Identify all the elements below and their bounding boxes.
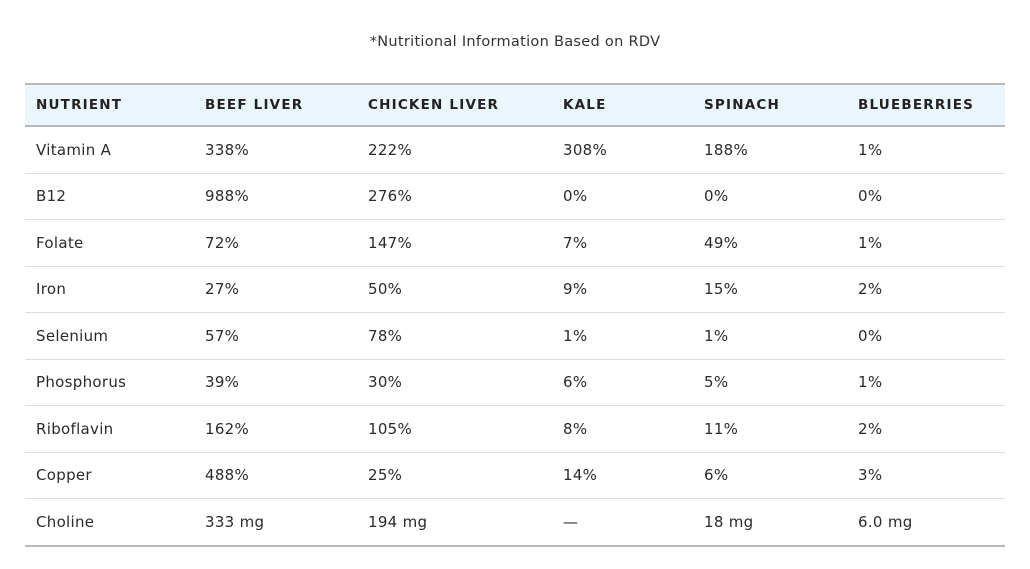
- cell-blueberries: 2%: [847, 405, 1005, 453]
- header-spinach: SPINACH: [693, 83, 847, 127]
- cell-blueberries: 1%: [847, 126, 1005, 174]
- cell-blueberries: 1%: [847, 359, 1005, 406]
- cell-beef-liver: 39%: [194, 359, 357, 406]
- header-nutrient: NUTRIENT: [25, 83, 194, 127]
- cell-blueberries: 3%: [847, 452, 1005, 499]
- cell-beef-liver: 162%: [194, 405, 357, 453]
- cell-beef-liver: 57%: [194, 312, 357, 360]
- cell-beef-liver: 988%: [194, 173, 357, 220]
- cell-spinach: 49%: [693, 219, 847, 267]
- cell-chicken-liver: 30%: [357, 359, 552, 406]
- nutrition-table-container: NUTRIENT BEEF LIVER CHICKEN LIVER KALE S…: [25, 83, 1005, 547]
- cell-chicken-liver: 222%: [357, 126, 552, 174]
- cell-spinach: 5%: [693, 359, 847, 406]
- cell-kale: 14%: [552, 452, 693, 499]
- table-row: B12 988% 276% 0% 0% 0%: [25, 173, 1005, 220]
- cell-beef-liver: 333 mg: [194, 498, 357, 547]
- cell-beef-liver: 27%: [194, 266, 357, 313]
- table-row: Copper 488% 25% 14% 6% 3%: [25, 452, 1005, 499]
- cell-chicken-liver: 147%: [357, 219, 552, 267]
- table-row: Riboflavin 162% 105% 8% 11% 2%: [25, 405, 1005, 453]
- cell-nutrient: Iron: [25, 266, 194, 313]
- cell-kale: —: [552, 498, 693, 547]
- cell-kale: 8%: [552, 405, 693, 453]
- cell-blueberries: 0%: [847, 173, 1005, 220]
- cell-blueberries: 1%: [847, 219, 1005, 267]
- cell-chicken-liver: 78%: [357, 312, 552, 360]
- cell-spinach: 1%: [693, 312, 847, 360]
- cell-spinach: 18 mg: [693, 498, 847, 547]
- table-caption: *Nutritional Information Based on RDV: [369, 34, 661, 50]
- cell-spinach: 188%: [693, 126, 847, 174]
- cell-kale: 308%: [552, 126, 693, 174]
- cell-chicken-liver: 25%: [357, 452, 552, 499]
- header-row: NUTRIENT BEEF LIVER CHICKEN LIVER KALE S…: [25, 83, 1005, 127]
- cell-nutrient: Riboflavin: [25, 405, 194, 453]
- table-row: Vitamin A 338% 222% 308% 188% 1%: [25, 126, 1005, 174]
- cell-blueberries: 0%: [847, 312, 1005, 360]
- cell-kale: 6%: [552, 359, 693, 406]
- header-chicken-liver: CHICKEN LIVER: [357, 83, 552, 127]
- cell-spinach: 6%: [693, 452, 847, 499]
- cell-nutrient: Vitamin A: [25, 126, 194, 174]
- table-body: Vitamin A 338% 222% 308% 188% 1% B12 988% 276% 0%…: [25, 126, 1005, 547]
- cell-kale: 0%: [552, 173, 693, 220]
- cell-beef-liver: 488%: [194, 452, 357, 499]
- cell-beef-liver: 72%: [194, 219, 357, 267]
- cell-spinach: 15%: [693, 266, 847, 313]
- table-header: NUTRIENT BEEF LIVER CHICKEN LIVER KALE S…: [25, 83, 1005, 127]
- table-row: Choline 333 mg 194 mg —18 mg 6.0 mg: [25, 498, 1005, 547]
- cell-nutrient: Phosphorus: [25, 359, 194, 406]
- table-row: Iron 27% 50% 9% 15% 2%: [25, 266, 1005, 313]
- cell-chicken-liver: 276%: [357, 173, 552, 220]
- table-row: Selenium 57% 78% 1% 1% 0%: [25, 312, 1005, 360]
- cell-spinach: 11%: [693, 405, 847, 453]
- cell-kale: 9%: [552, 266, 693, 313]
- cell-spinach: 0%: [693, 173, 847, 220]
- cell-nutrient: Copper: [25, 452, 194, 499]
- cell-chicken-liver: 50%: [357, 266, 552, 313]
- cell-blueberries: 2%: [847, 266, 1005, 313]
- cell-blueberries: 6.0 mg: [847, 498, 1005, 547]
- header-kale: KALE: [552, 83, 693, 127]
- cell-kale: 7%: [552, 219, 693, 267]
- table-row: Phosphorus 39% 30% 6% 5% 1%: [25, 359, 1005, 406]
- cell-nutrient: Folate: [25, 219, 194, 267]
- cell-chicken-liver: 194 mg: [357, 498, 552, 547]
- header-blueberries: BLUEBERRIES: [847, 83, 1005, 127]
- table-row: Folate 72% 147% 7% 49% 1%: [25, 219, 1005, 267]
- cell-nutrient: B12: [25, 173, 194, 220]
- header-beef-liver: BEEF LIVER: [194, 83, 357, 127]
- cell-nutrient: Choline: [25, 498, 194, 547]
- nutrition-table: NUTRIENT BEEF LIVER CHICKEN LIVER KALE S…: [25, 83, 1005, 547]
- cell-kale: 1%: [552, 312, 693, 360]
- cell-chicken-liver: 105%: [357, 405, 552, 453]
- cell-beef-liver: 338%: [194, 126, 357, 174]
- cell-nutrient: Selenium: [25, 312, 194, 360]
